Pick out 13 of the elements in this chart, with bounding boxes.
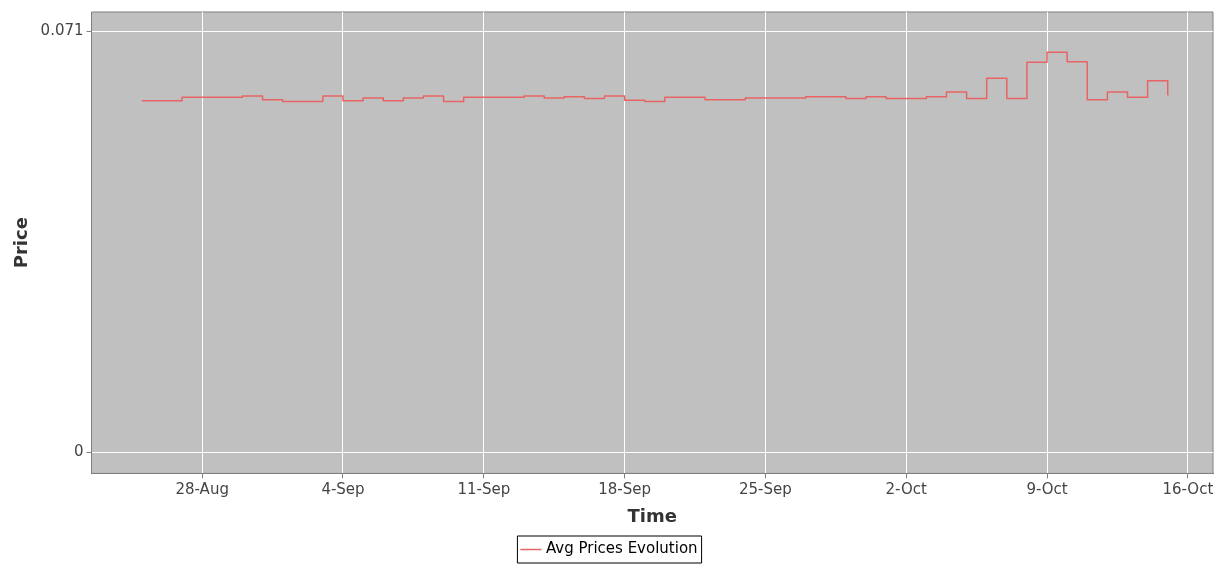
y-axis-title: Price [10,217,32,269]
y-tick-label: 0.071 [40,21,84,40]
x-tick-label: 28-Aug [175,480,229,499]
x-tick-label: 18-Sep [598,480,651,499]
x-axis-title: Time [627,504,677,526]
x-tick-label: 11-Sep [457,480,511,499]
legend-label: Avg Prices Evolution [545,539,698,558]
x-tick-label: 4-Sep [321,480,365,499]
x-tick-label: 2-Oct [885,480,927,499]
x-tick-label: 16-Oct [1162,480,1214,499]
x-tick-label: 9-Oct [1026,480,1068,499]
x-tick-label: 25-Sep [739,480,792,499]
y-tick-label: 0 [74,441,84,460]
